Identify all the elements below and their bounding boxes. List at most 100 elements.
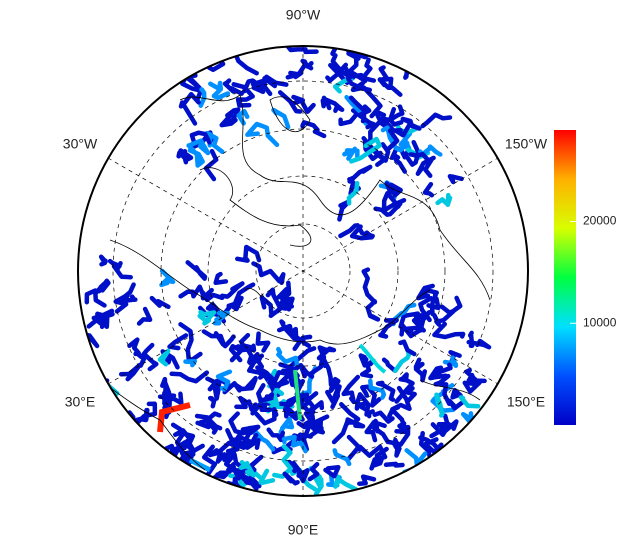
river (325, 384, 342, 404)
river (278, 294, 292, 311)
river (245, 121, 280, 148)
river (420, 112, 453, 129)
colorbar-tick-label: 10000 (583, 315, 617, 329)
river (392, 437, 402, 458)
river (398, 339, 417, 357)
river (185, 260, 208, 281)
rivers (78, 46, 492, 496)
river (86, 311, 115, 329)
river (159, 268, 176, 288)
river (106, 405, 126, 421)
river (186, 143, 205, 168)
river (287, 459, 303, 474)
river (405, 313, 427, 333)
river (235, 244, 262, 263)
river (258, 468, 276, 485)
river (426, 296, 441, 317)
river (254, 406, 279, 426)
river (157, 402, 191, 433)
river (116, 416, 136, 444)
river (296, 425, 324, 449)
river (188, 457, 212, 473)
river (383, 461, 405, 468)
river (198, 87, 207, 108)
longitude-label: 30°E (65, 394, 96, 410)
river (418, 295, 434, 323)
river (222, 78, 244, 96)
river (416, 283, 435, 301)
river (308, 466, 324, 496)
river (390, 385, 412, 412)
river (429, 413, 451, 439)
river (281, 434, 308, 454)
river (189, 130, 212, 145)
river (434, 392, 445, 418)
river (217, 436, 243, 454)
river (219, 112, 238, 128)
river (220, 281, 245, 299)
river (266, 427, 286, 443)
river (93, 278, 111, 296)
river (402, 139, 421, 167)
longitude-label: 90°E (288, 522, 319, 538)
river (204, 130, 225, 155)
river (307, 461, 320, 482)
river (212, 310, 230, 326)
river (203, 148, 219, 182)
river (259, 295, 274, 318)
river (255, 365, 295, 388)
river (282, 471, 300, 486)
river (297, 391, 319, 404)
river (149, 295, 171, 310)
river (188, 138, 211, 156)
river (200, 290, 225, 303)
river (265, 280, 292, 309)
river (354, 392, 375, 417)
river (397, 487, 421, 496)
river (338, 108, 360, 127)
river (388, 106, 404, 127)
river (346, 180, 360, 206)
river (205, 376, 221, 401)
river (162, 390, 184, 415)
river (123, 438, 156, 458)
river (254, 76, 278, 92)
river (404, 448, 428, 467)
river (279, 46, 319, 55)
river (169, 370, 210, 384)
river (460, 411, 475, 427)
river (78, 442, 111, 464)
river (316, 345, 337, 361)
river (300, 58, 314, 69)
river (201, 329, 226, 346)
river (183, 358, 198, 368)
river (467, 330, 475, 349)
river (384, 122, 412, 153)
river (477, 468, 491, 494)
river (285, 70, 304, 80)
river (256, 383, 275, 404)
river (372, 410, 395, 424)
river (398, 311, 420, 334)
river (442, 355, 459, 369)
river (178, 322, 203, 363)
river (341, 64, 373, 93)
river (381, 357, 398, 373)
river (365, 299, 381, 322)
river (113, 479, 135, 496)
map-border (77, 45, 529, 497)
river (244, 343, 262, 365)
river (272, 444, 293, 479)
river (325, 62, 349, 83)
river (400, 116, 422, 131)
river (160, 349, 180, 370)
river (375, 380, 396, 402)
river (337, 199, 352, 222)
river (397, 46, 411, 59)
river (194, 413, 211, 430)
river (445, 461, 465, 481)
colorbar-tick-label: 20000 (583, 214, 617, 228)
river (357, 474, 377, 486)
river (234, 395, 251, 410)
